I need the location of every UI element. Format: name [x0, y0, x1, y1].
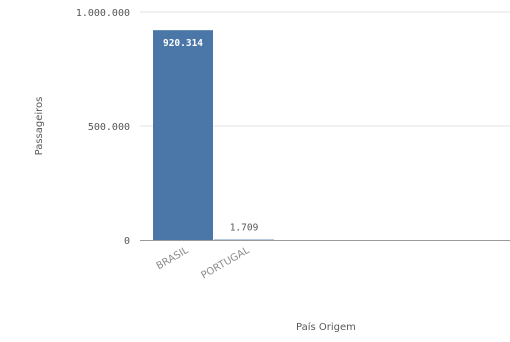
bar-brasil — [153, 30, 213, 240]
x-axis-ticks: BRASIL PORTUGAL — [155, 245, 252, 282]
y-axis-title: Passageiros — [34, 97, 45, 156]
y-tick-label: 0 — [124, 236, 130, 247]
x-tick-label: PORTUGAL — [199, 245, 251, 282]
x-axis-title: País Origem — [296, 321, 356, 333]
bars: 920.314 1.709 — [153, 30, 274, 241]
y-tick-label: 1.000.000 — [76, 8, 130, 19]
bar-portugal — [214, 239, 274, 241]
data-label: 1.709 — [230, 223, 259, 234]
y-tick-label: 500.000 — [88, 122, 130, 133]
y-axis-ticks: 0 500.000 1.000.000 — [76, 8, 130, 247]
data-label: 920.314 — [163, 38, 203, 49]
x-tick-label: BRASIL — [155, 245, 191, 272]
